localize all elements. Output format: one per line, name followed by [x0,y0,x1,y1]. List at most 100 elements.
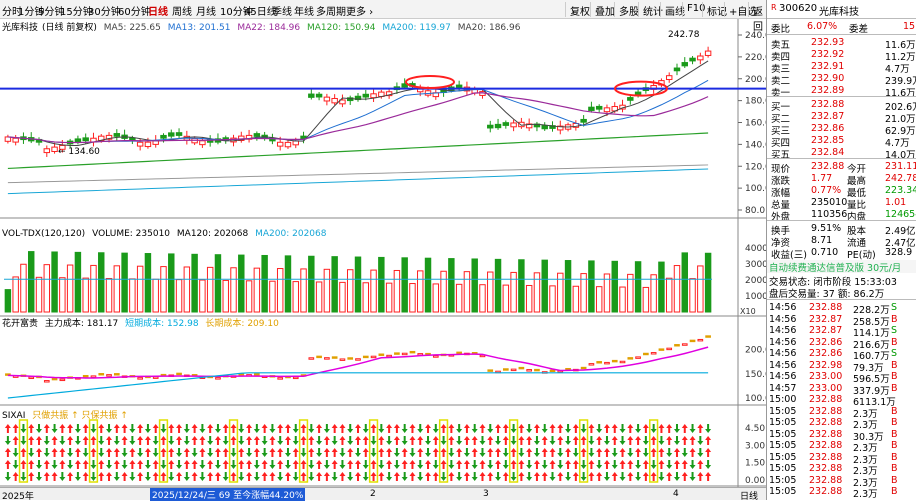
stat-row: 涨跌 1.77 最高 242.78 [767,173,916,187]
signal-arrow [635,448,642,457]
volume-bar [245,280,253,313]
stock-code: 300620 [779,3,818,14]
signal-arrow [603,448,610,457]
volume-bar [471,258,478,313]
period-tab-5[interactable]: 60分钟 [118,7,151,18]
signal-arrow [487,460,494,469]
period-tab-7[interactable]: 周线 [172,7,192,18]
stat-value: 235010 [811,197,848,208]
signal-arrow [300,460,307,469]
signal-arrow [432,424,439,433]
signal-arrow [417,424,424,433]
period-tab-9[interactable]: 10分钟 [220,7,253,18]
sixai-tick-label: 4.50 [745,424,765,434]
signal-arrow [495,472,502,481]
cost-candle [339,358,346,361]
signal-arrow [4,472,11,481]
signal-arrow [90,448,97,457]
trade-status-text: 交易状态: 闭市阶段 15:33:03 [769,277,897,288]
ask-price: 232.93 [811,37,845,48]
stat-value: 2.47亿 [885,238,916,249]
signal-arrow [43,424,50,433]
signal-arrow [339,448,346,457]
signal-arrow [284,472,291,481]
tool-button-6[interactable]: 标记 [702,2,731,18]
period-tab-14[interactable]: 更多 › [346,7,374,18]
volume-bar [642,286,650,313]
period-tab-1[interactable]: 1分钟 [18,7,45,18]
signal-arrow [67,424,74,433]
cost-candle [59,378,66,382]
tool-button-0[interactable]: 复权 [565,2,594,18]
signal-arrow [572,460,579,469]
tick-row: 14:56 232.98 79.3万 B [767,360,916,374]
signal-arrow [533,460,540,469]
stat-label: PE(动) [847,250,876,261]
signal-arrow [619,460,626,469]
tool-button-5[interactable]: F10 [682,2,709,17]
tick-volume: 2.3万 [853,489,878,500]
tool-button-3[interactable]: 统计 [638,2,667,18]
tool-button-4[interactable]: 画线 [660,2,689,18]
signal-arrow [409,472,416,481]
candle-body [502,122,510,126]
signal-arrow [681,460,688,469]
signal-arrow [20,448,27,457]
volume-bar [619,286,626,313]
signal-arrow [253,424,260,433]
signal-arrow [191,436,198,445]
signal-arrow [121,460,128,469]
promo-banner[interactable]: 自动续费通达信普及版 30元/月 [767,260,916,274]
signal-arrow [456,424,463,433]
cost-candle [627,357,634,360]
signal-arrow [323,460,330,469]
chart-canvas[interactable]: 240.0 220.0 200.0 180.0 160.0 140.0 120.0 100.0… [0,0,766,500]
period-tab-3[interactable]: 15分钟 [60,7,93,18]
cost-candle [658,348,665,351]
signal-arrow [487,424,494,433]
signal-arrow [347,424,354,433]
signal-arrow [666,472,673,481]
period-tab-12[interactable]: 年线 [294,7,314,18]
stat-value: 231.11 [885,161,916,172]
signal-arrow [137,436,144,445]
tool-button-2[interactable]: 多股 [614,2,643,18]
signal-arrow [51,460,58,469]
period-tab-2[interactable]: 5分钟 [38,7,65,18]
candle-body [665,75,673,81]
tool-button-7[interactable]: +自选 [724,2,761,18]
period-tab-10[interactable]: 45日线 [244,7,277,18]
signal-arrow [183,448,190,457]
tick-time: 14:56 [769,348,797,359]
signal-arrow [67,472,74,481]
signal-arrow [253,436,260,445]
period-tab-8[interactable]: 月线 [196,7,216,18]
signal-arrow [456,448,463,457]
tick-price: 233.00 [809,371,843,382]
cost-candle [90,375,97,378]
period-tab-13[interactable]: 多周期 [316,7,346,18]
tick-side: B [891,371,898,382]
period-tab-4[interactable]: 30分钟 [88,7,121,18]
signal-arrow [541,472,548,481]
candle-body [518,121,525,128]
tool-button-1[interactable]: 叠加 [590,2,619,18]
signal-arrow [549,460,556,469]
year-label: 2025年 [2,492,34,502]
signal-arrow [98,436,105,445]
tool-button-8[interactable]: 返回 [748,2,767,33]
ma5-value: MA5: 225.65 [103,23,161,33]
signal-arrow [90,460,97,469]
period-tab-6[interactable]: 日线 [148,7,168,18]
volume-bar [463,271,471,313]
period-tab-0[interactable]: 分时 [2,7,22,18]
signal-arrow [432,460,439,469]
cost-main: 主力成本: 181.17 [44,319,119,329]
signal-arrow [43,436,50,445]
signal-arrow [36,448,43,457]
period-tab-11[interactable]: 季线 [272,7,292,18]
signal-arrow [160,448,167,457]
stat-value: 2.49亿 [885,226,916,237]
tick-side: B [891,463,898,474]
resonance-box [298,419,309,483]
